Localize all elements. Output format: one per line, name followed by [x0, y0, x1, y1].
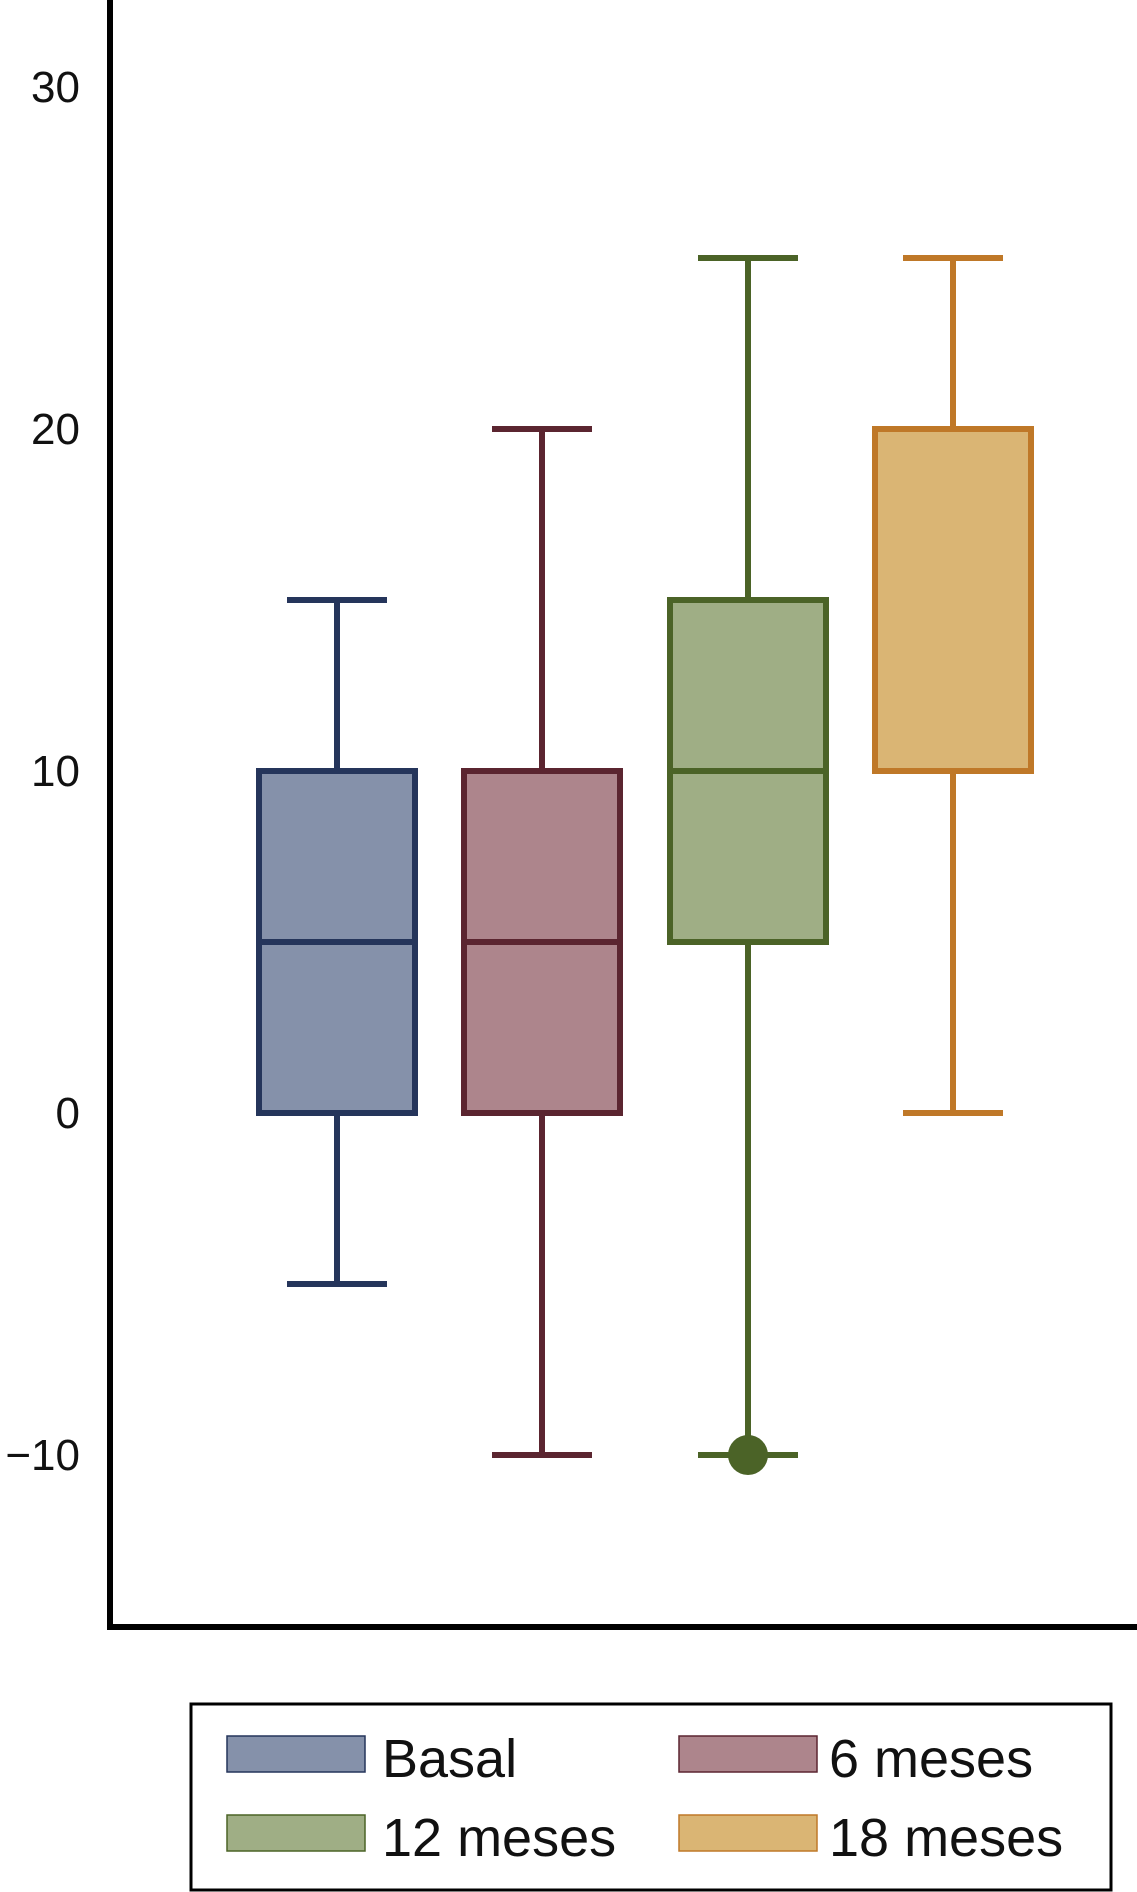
legend-label: 12 meses	[382, 1808, 616, 1868]
box-12-meses	[667, 255, 829, 1475]
box-iqr	[872, 426, 1034, 774]
legend-item: 18 meses	[678, 1808, 1063, 1868]
legend-item: Basal	[226, 1729, 517, 1789]
legend-swatch	[678, 1735, 818, 1773]
y-tick-label: −10	[5, 1431, 80, 1480]
legend-item: 6 meses	[678, 1729, 1033, 1789]
box-series-group	[256, 255, 1034, 1475]
legend-swatch	[678, 1814, 818, 1852]
box-18-meses	[872, 255, 1034, 1116]
legend-label: 6 meses	[829, 1729, 1033, 1789]
legend-swatch	[226, 1735, 366, 1773]
box-basal	[256, 597, 418, 1287]
axes	[107, 0, 1137, 1630]
y-tick-label: 0	[56, 1089, 80, 1138]
y-tick-labels: −10 0 10 20 30	[5, 63, 80, 1480]
legend-frame	[189, 1702, 1113, 1892]
y-tick-label: 30	[31, 63, 80, 112]
legend-label: Basal	[382, 1729, 517, 1789]
legend-swatch	[226, 1814, 366, 1852]
y-tick-label: 10	[31, 747, 80, 796]
outlier-point	[728, 1435, 768, 1475]
legend-label: 18 meses	[829, 1808, 1063, 1868]
legend-item: 12 meses	[226, 1808, 616, 1868]
legend: Basal 6 meses 12 meses 18 meses	[189, 1702, 1113, 1892]
box-6-meses	[461, 426, 623, 1458]
y-tick-label: 20	[31, 405, 80, 454]
